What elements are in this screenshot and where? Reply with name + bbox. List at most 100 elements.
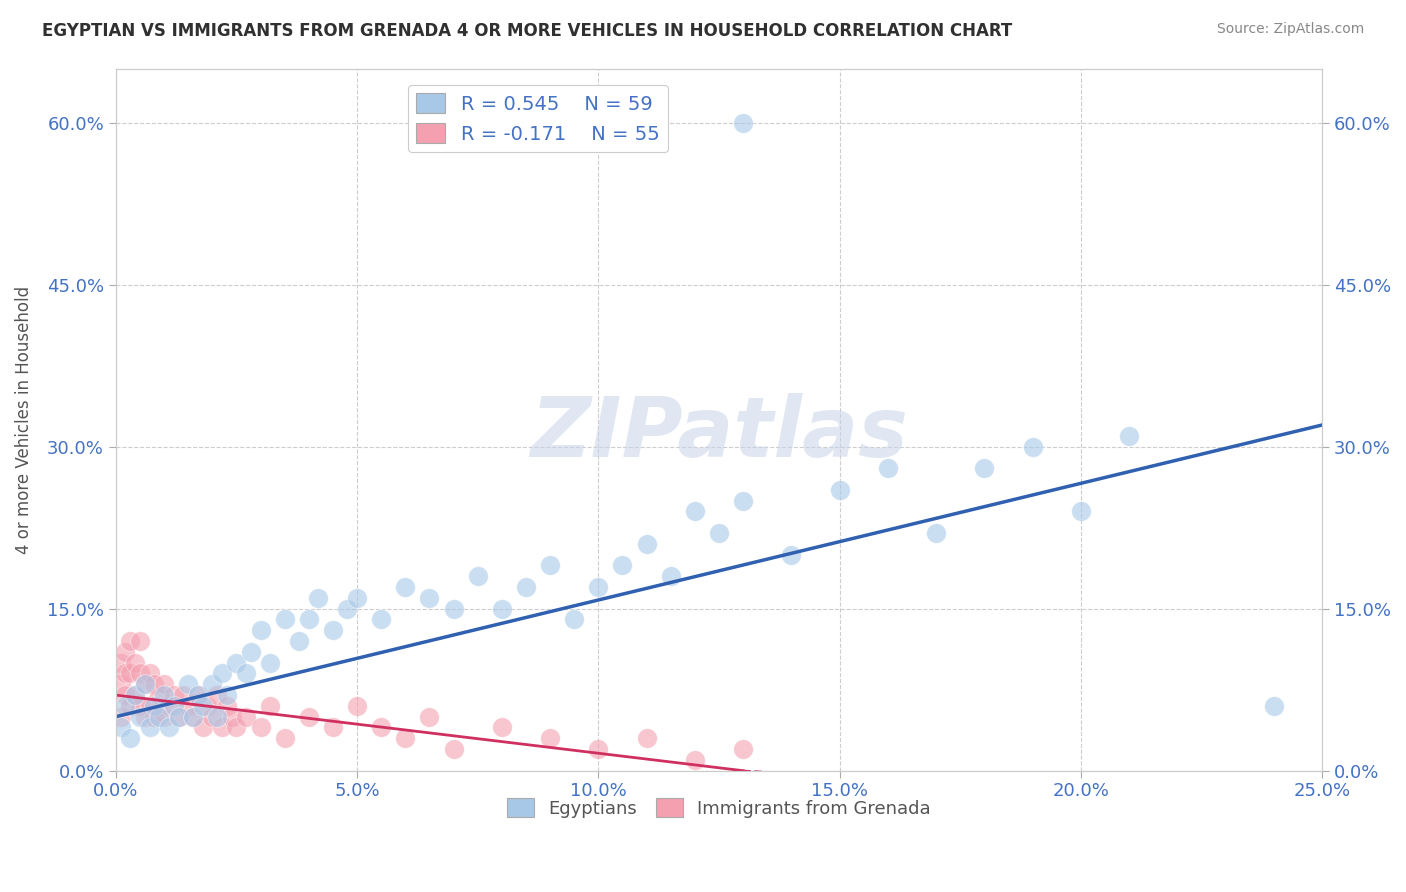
Point: [876, 461, 898, 475]
Point: [308, 591, 330, 605]
Text: Source: ZipAtlas.com: Source: ZipAtlas.com: [1216, 22, 1364, 37]
Point: [148, 709, 170, 723]
Point: [114, 645, 136, 659]
Point: [114, 666, 136, 681]
Point: [636, 537, 658, 551]
Point: [515, 580, 537, 594]
Point: [925, 526, 948, 541]
Point: [167, 709, 190, 723]
Point: [273, 731, 295, 746]
Text: EGYPTIAN VS IMMIGRANTS FROM GRENADA 4 OR MORE VEHICLES IN HOUSEHOLD CORRELATION : EGYPTIAN VS IMMIGRANTS FROM GRENADA 4 OR…: [42, 22, 1012, 40]
Point: [1021, 440, 1043, 454]
Y-axis label: 4 or more Vehicles in Household: 4 or more Vehicles in Household: [15, 285, 32, 554]
Point: [467, 569, 489, 583]
Point: [221, 709, 243, 723]
Point: [187, 688, 209, 702]
Point: [143, 677, 166, 691]
Point: [225, 721, 247, 735]
Point: [157, 721, 180, 735]
Point: [138, 666, 160, 681]
Point: [298, 709, 321, 723]
Point: [177, 677, 200, 691]
Point: [1263, 698, 1285, 713]
Point: [443, 742, 465, 756]
Point: [588, 742, 610, 756]
Point: [273, 612, 295, 626]
Point: [120, 666, 142, 681]
Point: [167, 709, 190, 723]
Point: [134, 677, 156, 691]
Point: [110, 721, 132, 735]
Point: [163, 688, 186, 702]
Point: [157, 698, 180, 713]
Point: [211, 666, 233, 681]
Point: [181, 709, 204, 723]
Point: [370, 612, 392, 626]
Text: ZIPatlas: ZIPatlas: [530, 393, 908, 475]
Point: [148, 688, 170, 702]
Point: [683, 753, 706, 767]
Point: [225, 656, 247, 670]
Point: [110, 656, 132, 670]
Point: [336, 601, 359, 615]
Point: [110, 709, 132, 723]
Point: [249, 721, 271, 735]
Point: [205, 709, 228, 723]
Point: [298, 612, 321, 626]
Point: [129, 698, 152, 713]
Point: [120, 634, 142, 648]
Point: [114, 688, 136, 702]
Point: [138, 698, 160, 713]
Point: [780, 548, 803, 562]
Point: [138, 721, 160, 735]
Point: [235, 666, 257, 681]
Point: [110, 677, 132, 691]
Point: [187, 688, 209, 702]
Point: [346, 591, 368, 605]
Point: [153, 688, 176, 702]
Point: [973, 461, 995, 475]
Point: [394, 731, 416, 746]
Point: [114, 698, 136, 713]
Point: [201, 709, 224, 723]
Point: [659, 569, 682, 583]
Point: [249, 624, 271, 638]
Point: [172, 688, 194, 702]
Point: [636, 731, 658, 746]
Point: [211, 721, 233, 735]
Point: [215, 698, 238, 713]
Point: [177, 698, 200, 713]
Point: [443, 601, 465, 615]
Point: [163, 698, 186, 713]
Point: [346, 698, 368, 713]
Point: [259, 698, 281, 713]
Point: [205, 688, 228, 702]
Point: [153, 709, 176, 723]
Point: [731, 493, 754, 508]
Point: [259, 656, 281, 670]
Point: [491, 721, 513, 735]
Point: [143, 698, 166, 713]
Point: [394, 580, 416, 594]
Point: [153, 677, 176, 691]
Point: [215, 688, 238, 702]
Point: [124, 688, 146, 702]
Point: [197, 698, 219, 713]
Point: [538, 558, 561, 573]
Point: [201, 677, 224, 691]
Point: [370, 721, 392, 735]
Point: [134, 709, 156, 723]
Point: [129, 634, 152, 648]
Point: [129, 709, 152, 723]
Point: [181, 709, 204, 723]
Point: [143, 709, 166, 723]
Point: [707, 526, 730, 541]
Point: [191, 721, 214, 735]
Point: [322, 721, 344, 735]
Point: [124, 688, 146, 702]
Point: [134, 677, 156, 691]
Point: [120, 698, 142, 713]
Point: [129, 666, 152, 681]
Point: [124, 656, 146, 670]
Point: [288, 634, 311, 648]
